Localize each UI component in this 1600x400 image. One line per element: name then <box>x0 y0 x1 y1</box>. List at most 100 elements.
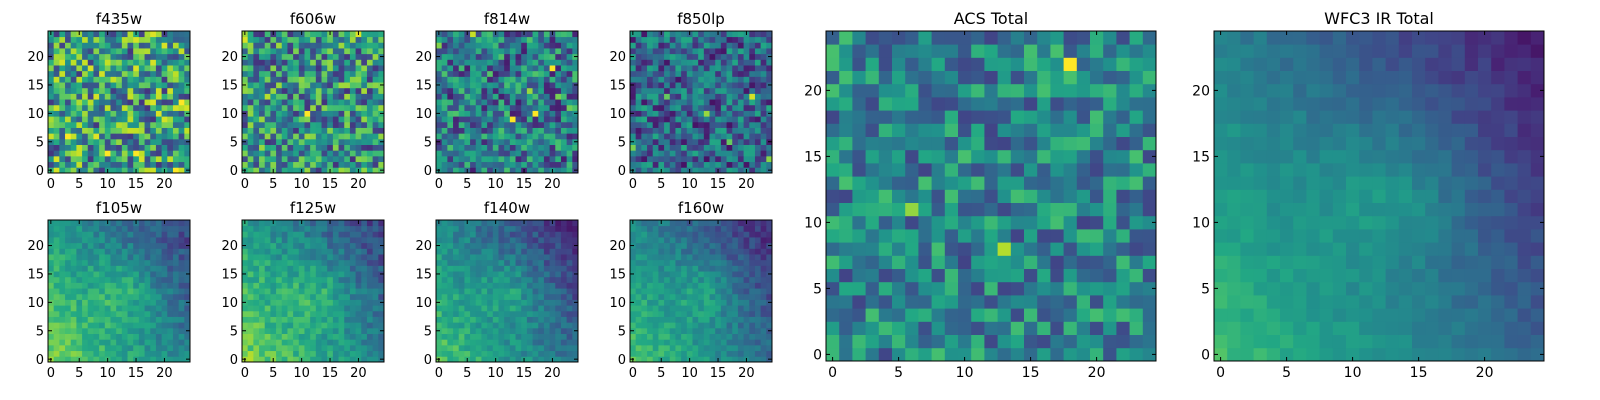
heatmap-cell <box>641 59 648 66</box>
heatmap-cell <box>647 150 654 157</box>
heatmap-cell <box>133 276 140 283</box>
heatmap-cell <box>259 220 266 227</box>
heatmap-cell <box>304 110 311 117</box>
heatmap-cell <box>538 161 545 168</box>
heatmap-cell <box>447 242 454 249</box>
heatmap-cell <box>184 248 191 255</box>
heatmap-cell <box>138 316 145 323</box>
heatmap-cell <box>703 161 710 168</box>
heatmap-cell <box>349 42 356 49</box>
heatmap-cell <box>692 110 699 117</box>
heatmap-cell <box>647 99 654 106</box>
heatmap-cell <box>127 70 134 77</box>
heatmap-cell <box>709 150 716 157</box>
heatmap-cell <box>372 76 379 83</box>
heatmap-cell <box>276 231 283 238</box>
heatmap-cell <box>247 282 254 289</box>
heatmap-cell <box>515 293 522 300</box>
heatmap-cell <box>82 322 89 329</box>
heatmap-cell <box>344 59 351 66</box>
heatmap-cell <box>344 65 351 72</box>
heatmap-cell <box>76 70 83 77</box>
heatmap-cell <box>555 150 562 157</box>
heatmap-cell <box>310 155 317 163</box>
heatmap-cell <box>686 138 693 145</box>
heatmap-cell <box>344 155 351 163</box>
heatmap-cell <box>481 144 488 151</box>
heatmap-cell <box>675 293 682 300</box>
heatmap-cell <box>366 288 374 295</box>
heatmap-cell <box>99 288 106 295</box>
heatmap-cell <box>70 110 77 117</box>
heatmap-cell <box>543 271 550 278</box>
heatmap-cell <box>315 276 322 283</box>
heatmap-cell <box>635 53 642 60</box>
heatmap-cell <box>732 116 739 123</box>
heatmap-cell <box>59 99 66 106</box>
heatmap-cell <box>664 87 671 94</box>
heatmap-cell <box>475 110 482 117</box>
heatmap-cell <box>447 36 454 43</box>
heatmap-cell <box>686 99 693 106</box>
x-tick-label: 10 <box>99 177 116 192</box>
heatmap-cell <box>566 87 573 94</box>
heatmap-cell <box>647 48 654 55</box>
heatmap-cell <box>82 150 89 157</box>
heatmap-cell <box>155 76 162 83</box>
heatmap-cell <box>87 322 94 329</box>
heatmap-cell <box>70 339 77 346</box>
heatmap-cell <box>504 99 511 106</box>
heatmap-cell <box>144 36 151 43</box>
heatmap-cell <box>470 87 477 94</box>
heatmap-cell <box>572 155 579 163</box>
heatmap-cell <box>447 93 454 100</box>
heatmap-cell <box>526 48 533 55</box>
heatmap-cell <box>715 276 722 283</box>
heatmap-cell <box>133 350 140 357</box>
heatmap-cell <box>664 116 671 123</box>
heatmap-cell <box>686 276 693 283</box>
heatmap-cell <box>572 248 579 255</box>
heatmap-cell <box>549 161 556 168</box>
heatmap-cell <box>247 242 254 249</box>
heatmap-cell <box>560 350 568 357</box>
heatmap-cell <box>635 133 642 140</box>
heatmap-cell <box>521 225 528 232</box>
heatmap-cell <box>458 93 465 100</box>
heatmap-cell <box>555 36 562 43</box>
heatmap-cell <box>681 167 688 174</box>
heatmap-cell <box>70 322 77 329</box>
heatmap-cell <box>332 76 339 83</box>
heatmap-cell <box>276 144 283 151</box>
heatmap-cell <box>647 155 654 163</box>
heatmap-cell <box>515 237 522 244</box>
heatmap-cell <box>287 356 294 363</box>
heatmap-cell <box>104 48 111 55</box>
heatmap-cell <box>253 237 260 244</box>
heatmap-cell <box>378 231 385 238</box>
heatmap-cell <box>150 99 157 106</box>
heatmap-cell <box>766 282 773 289</box>
heatmap-cell <box>172 121 180 128</box>
heatmap-cell <box>441 59 448 66</box>
heatmap-cell <box>509 87 516 94</box>
heatmap-cell <box>264 242 271 249</box>
heatmap-cell <box>338 350 345 357</box>
heatmap-cell <box>566 293 573 300</box>
heatmap-cell <box>293 350 300 357</box>
heatmap-cell <box>515 276 522 283</box>
heatmap-cell <box>481 161 488 168</box>
heatmap-cell <box>453 344 460 352</box>
heatmap-cell <box>641 36 648 43</box>
heatmap-cell <box>504 333 511 340</box>
heatmap-cell <box>155 282 162 289</box>
heatmap-cell <box>526 327 533 334</box>
heatmap-cell <box>349 254 356 261</box>
heatmap-cell <box>652 144 659 151</box>
heatmap-cell <box>754 127 762 134</box>
heatmap-cell <box>315 248 322 255</box>
heatmap-cell <box>178 133 185 140</box>
heatmap-cell <box>321 70 328 77</box>
heatmap-cell <box>436 87 443 94</box>
heatmap-cell <box>698 288 705 295</box>
